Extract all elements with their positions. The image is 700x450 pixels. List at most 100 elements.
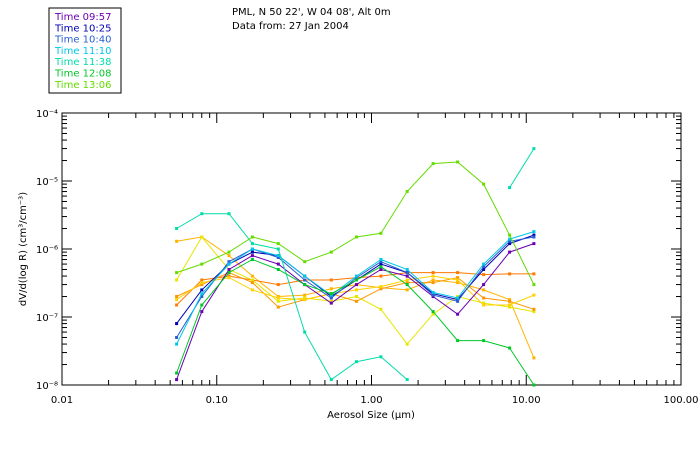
data-point — [405, 378, 409, 382]
data-point — [355, 295, 358, 298]
data-point — [355, 235, 358, 239]
y-tick-label: 10⁻⁸ — [36, 381, 58, 392]
y-axis-label: dV/d(log R) (cm³/cm⁻³) — [18, 192, 29, 306]
data-point — [200, 278, 204, 282]
data-point — [276, 305, 280, 309]
data-point — [379, 274, 383, 278]
data-point — [227, 212, 231, 216]
data-point — [482, 296, 486, 300]
data-point — [175, 295, 179, 298]
data-point — [508, 239, 512, 243]
series-line — [176, 213, 408, 381]
data-point — [355, 360, 358, 364]
data-point — [482, 262, 486, 266]
data-point — [431, 281, 435, 285]
data-point — [250, 258, 254, 261]
data-point — [200, 283, 204, 287]
data-point — [379, 265, 383, 269]
x-tick-label: 0.01 — [51, 395, 73, 406]
data-point — [456, 296, 460, 300]
data-point — [175, 271, 179, 275]
data-point — [227, 268, 231, 271]
data-point — [250, 281, 254, 285]
data-point — [482, 182, 486, 186]
y-tick-label: 10⁻⁵ — [36, 177, 58, 188]
data-point — [431, 162, 435, 166]
data-point — [532, 272, 536, 276]
data-point — [431, 274, 435, 278]
x-tick-label: 100.00 — [664, 395, 699, 406]
data-point — [431, 290, 435, 294]
data-point — [482, 283, 486, 287]
data-point — [532, 230, 536, 234]
data-point — [405, 342, 409, 346]
data-point — [329, 378, 333, 382]
data-point — [532, 307, 536, 311]
x-axis-label: Aerosol Size (µm) — [327, 410, 415, 421]
data-point — [175, 371, 179, 375]
data-point — [329, 299, 333, 303]
data-point — [508, 272, 512, 276]
data-point — [379, 231, 383, 235]
data-point — [508, 233, 512, 237]
y-tick-label: 10⁻⁷ — [36, 313, 58, 324]
x-tick-label: 0.10 — [206, 395, 228, 406]
plot-frame — [61, 112, 682, 386]
data-point — [379, 285, 383, 289]
data-point — [482, 301, 486, 305]
series-time-11-10 — [175, 230, 536, 346]
data-point — [482, 303, 486, 307]
data-point — [250, 235, 254, 239]
data-point — [508, 346, 512, 350]
data-point — [276, 254, 280, 258]
legend-box — [48, 7, 122, 94]
y-tick-label: 10⁻⁴ — [36, 109, 58, 120]
data-point — [532, 293, 536, 297]
data-point — [508, 305, 512, 309]
data-point — [329, 296, 333, 300]
legend-entry: Time 11:10 — [54, 46, 111, 57]
data-point — [175, 336, 179, 339]
data-point — [508, 299, 512, 303]
data-point — [250, 278, 254, 282]
data-point — [175, 227, 179, 230]
data-point — [379, 287, 383, 291]
data-point — [482, 288, 486, 292]
series-time-11-38 — [175, 147, 536, 382]
data-point — [508, 242, 512, 246]
data-point — [276, 247, 280, 251]
data-point — [508, 298, 512, 302]
data-point — [532, 233, 536, 237]
data-point — [200, 235, 204, 239]
data-point — [303, 260, 307, 264]
data-point — [532, 235, 536, 239]
data-point — [355, 299, 358, 303]
data-point — [175, 342, 179, 346]
data-point — [303, 274, 307, 278]
data-point — [175, 322, 179, 326]
data-point — [276, 268, 280, 271]
data-point — [200, 295, 204, 298]
data-point — [227, 260, 231, 264]
data-point — [456, 312, 460, 316]
data-point — [482, 339, 486, 343]
series-group — [175, 147, 536, 387]
data-point — [379, 262, 383, 266]
data-point — [405, 278, 409, 282]
data-point — [250, 247, 254, 251]
data-point — [431, 271, 435, 275]
data-point — [508, 186, 512, 190]
data-point — [456, 299, 460, 303]
data-point — [303, 298, 307, 302]
data-point — [276, 283, 280, 287]
data-point — [250, 254, 254, 258]
x-tick-label: 10.00 — [512, 395, 541, 406]
data-point — [379, 260, 383, 264]
data-point — [532, 242, 536, 246]
data-point — [276, 242, 280, 246]
data-point — [175, 239, 179, 243]
data-point — [405, 190, 409, 193]
chart-title: PML, N 50 22', W 04 08', Alt 0m — [232, 7, 391, 18]
